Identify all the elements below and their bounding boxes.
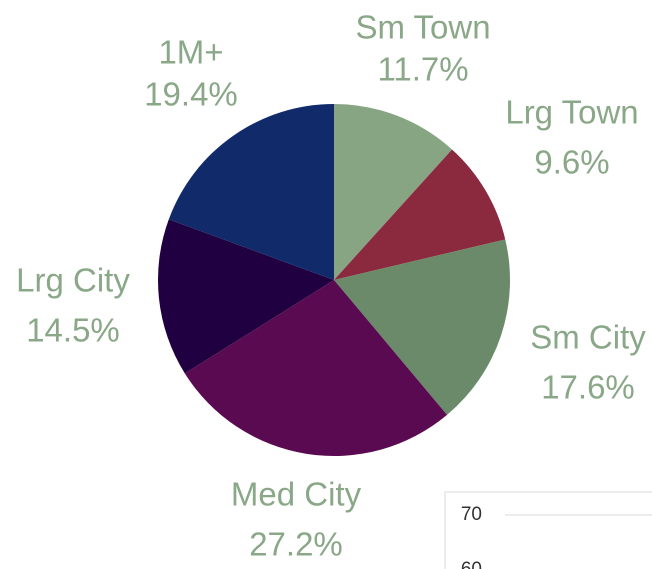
slice-label: 1M+: [158, 34, 223, 71]
slice-label: Lrg City: [16, 262, 130, 299]
pie-slice: [334, 149, 506, 280]
slice-value: 27.2%: [249, 526, 343, 563]
slice-value: 19.4%: [144, 76, 238, 113]
slice-label: Sm Town: [355, 9, 490, 46]
slice-label: Sm City: [530, 319, 646, 356]
slice-value: 14.5%: [26, 312, 120, 349]
pie-slice: [334, 104, 453, 280]
slice-label: Lrg Town: [505, 94, 638, 131]
y-tick-label: 70: [461, 504, 482, 525]
slice-value: 9.6%: [534, 144, 609, 181]
pie-slice: [184, 280, 448, 456]
slice-value: 11.7%: [377, 51, 468, 88]
inset-frame: [444, 491, 652, 569]
slice-label: Med City: [231, 476, 362, 513]
pie: Sm Town 11.7% Lrg Town 9.6% Sm City 17.6% Med …: [16, 9, 646, 563]
y-tick-label: 60: [461, 559, 482, 569]
slice-value: 17.6%: [541, 369, 635, 406]
pie-slice: [168, 104, 334, 280]
inset-chart: 60 70: [444, 491, 652, 569]
pie-slice: [334, 239, 510, 415]
pie-slice: [157, 219, 334, 374]
